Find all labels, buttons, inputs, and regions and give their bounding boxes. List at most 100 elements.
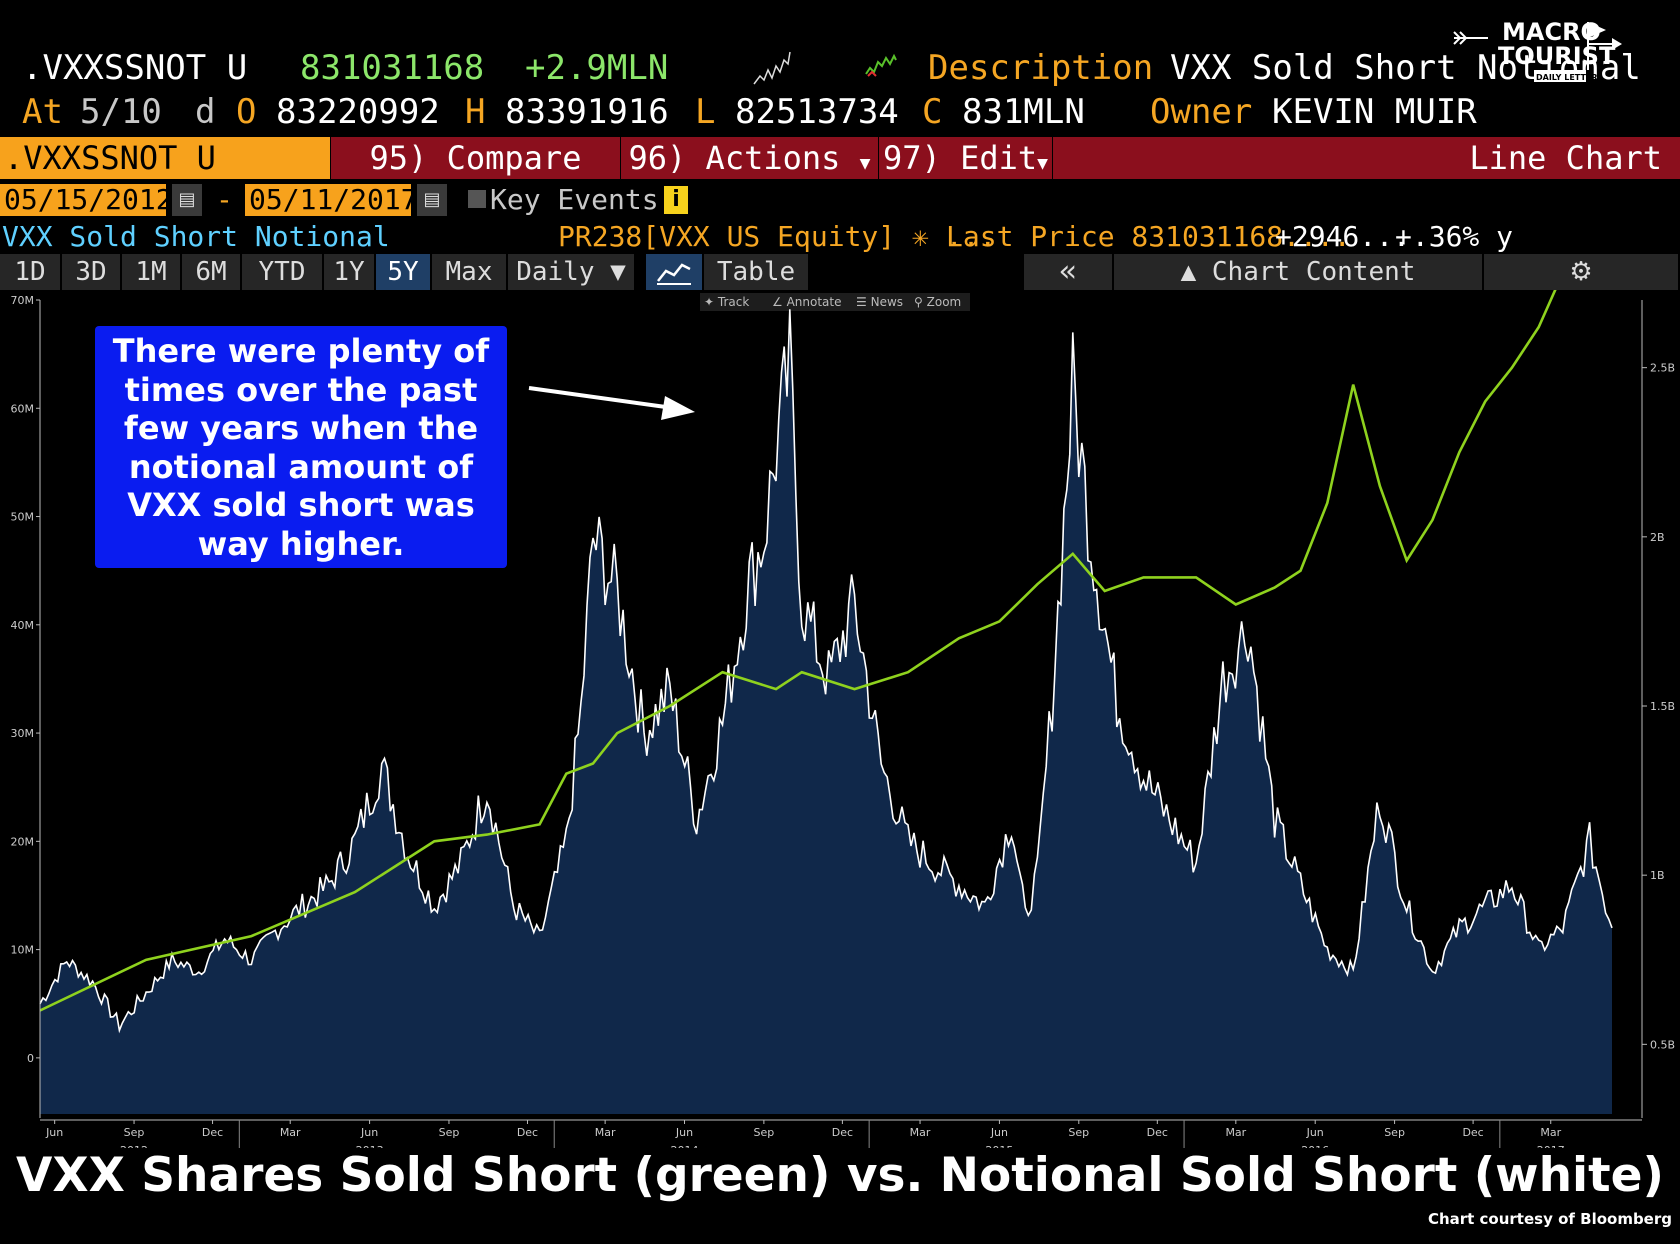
- notional-area: [40, 309, 1612, 1114]
- x-tick-label: Mar: [1540, 1126, 1561, 1139]
- open-label: O: [236, 92, 257, 132]
- chart-content-label: Chart Content: [1211, 257, 1416, 287]
- x-tick-label: Mar: [280, 1126, 301, 1139]
- credit-label: Chart courtesy of Bloomberg: [1427, 1210, 1672, 1228]
- owner-value: KEVIN MUIR: [1272, 92, 1477, 132]
- tab-1m[interactable]: 1M: [122, 254, 182, 290]
- sparkline-white-icon: [753, 51, 791, 85]
- x-tick-label: Mar: [910, 1126, 931, 1139]
- news-button[interactable]: ☰ News: [856, 293, 903, 311]
- x-tick-label: Jun: [360, 1126, 378, 1139]
- tab-6m[interactable]: 6M: [182, 254, 242, 290]
- index-label[interactable]: .VXXSSNOT U Index: [0, 137, 330, 219]
- logo-line3: DAILY LETTER: [1536, 73, 1598, 82]
- logo-line2: TOURIST: [1498, 42, 1616, 70]
- tab-ytd[interactable]: YTD: [242, 254, 324, 290]
- close-label: C: [922, 92, 943, 132]
- annotate-button[interactable]: ∠ Annotate: [772, 293, 842, 311]
- left-tick-label: 70M: [11, 294, 35, 307]
- chart-type-button[interactable]: Line Chart: [1052, 137, 1680, 179]
- x-tick-label: Dec: [517, 1126, 538, 1139]
- zoom-button[interactable]: ⚲ Zoom: [914, 293, 961, 311]
- calendar-icon[interactable]: ▤: [172, 184, 202, 216]
- legend-pct: +.36% y: [1395, 220, 1514, 253]
- left-tick-label: 60M: [11, 402, 35, 415]
- left-tick-label: 10M: [11, 944, 35, 957]
- tab-1y[interactable]: 1Y: [324, 254, 376, 290]
- chart-content-button[interactable]: ▲ Chart Content: [1114, 254, 1484, 290]
- collapse-icon[interactable]: «: [1024, 254, 1114, 290]
- key-events-checkbox[interactable]: [468, 190, 486, 208]
- year-label: 2016: [1301, 1144, 1329, 1148]
- chevron-down-icon: ▼: [859, 153, 871, 174]
- year-label: 2015: [985, 1144, 1013, 1148]
- settings-gear-icon[interactable]: ⚙: [1484, 254, 1680, 290]
- chart-area[interactable]: 0 10M 20M 30M 40M 50M 60M 70M 0.5B 1B 1.5B 2B 2.5B Ju…: [0, 290, 1680, 1148]
- year-label: 2017: [1537, 1144, 1565, 1148]
- sparkline-green-icon: [865, 53, 897, 77]
- series2-legend: PR238[VXX US Equity] ✳ ...: [558, 220, 997, 253]
- compare-button[interactable]: 95) Compare: [330, 137, 620, 179]
- shares-series-line: [39, 290, 1557, 1012]
- actions-button[interactable]: 96) Actions ▼: [620, 137, 878, 179]
- d-label: d: [195, 92, 216, 132]
- macro-tourist-logo: MACRO TOURIST DAILY LETTER: [1448, 8, 1624, 88]
- edit-label: 97) Edit: [883, 139, 1038, 177]
- close-value: 831MLN: [962, 92, 1085, 132]
- track-label: Track: [717, 295, 750, 309]
- owner-label: Owner: [1150, 92, 1253, 132]
- key-events-label: Key Events: [490, 183, 659, 216]
- annotate-label: Annotate: [786, 295, 842, 309]
- x-tick-label: Sep: [754, 1126, 775, 1139]
- bottom-title: VXX Shares Sold Short (green) vs. Notion…: [16, 1148, 1664, 1203]
- info-icon[interactable]: i: [664, 186, 688, 214]
- x-tick-label: Dec: [1147, 1126, 1168, 1139]
- annotate-icon: ∠: [772, 295, 783, 309]
- x-tick-label: Sep: [124, 1126, 145, 1139]
- tab-5y[interactable]: 5Y: [376, 254, 432, 290]
- left-tick-label: 0: [27, 1052, 34, 1065]
- description-label: Description: [928, 48, 1154, 88]
- left-tick-label: 30M: [11, 727, 35, 740]
- mini-toolbar: [700, 293, 970, 311]
- line-chart-view-icon[interactable]: [646, 254, 704, 290]
- right-tick-label: 2.5B: [1650, 362, 1675, 375]
- open-value: 83220992: [276, 92, 440, 132]
- x-tick-label: Jun: [990, 1126, 1008, 1139]
- legend-change: +2946...: [1275, 220, 1410, 253]
- actions-label: 96) Actions: [628, 139, 841, 177]
- callout-arrow-icon: [528, 386, 695, 420]
- ticker: .VXXSSNOT U: [22, 48, 248, 88]
- edit-button[interactable]: 97) Edit▼: [878, 137, 1052, 179]
- chart-content-icon: ▲: [1180, 257, 1197, 287]
- start-date-field[interactable]: 05/15/2012: [0, 184, 173, 216]
- notional-series-line: [39, 309, 1613, 1034]
- tab-1d[interactable]: 1D: [0, 254, 62, 290]
- chevron-down-icon: ▼: [1037, 153, 1048, 174]
- track-button[interactable]: ✦ Track: [704, 293, 749, 311]
- left-tick-label: 40M: [11, 619, 35, 632]
- low-label: L: [695, 92, 716, 132]
- tab-3d[interactable]: 3D: [62, 254, 122, 290]
- x-tick-label: Mar: [1225, 1126, 1246, 1139]
- tab-daily[interactable]: Daily ▼: [508, 254, 636, 290]
- high-value: 83391916: [505, 92, 669, 132]
- at-date: 5/10: [80, 92, 162, 132]
- end-date-field[interactable]: 05/11/2017: [245, 184, 418, 216]
- year-label: 2014: [671, 1144, 699, 1148]
- right-tick-label: 1.5B: [1650, 700, 1675, 713]
- date-separator: -: [216, 183, 233, 216]
- zoom-icon: ⚲: [914, 295, 923, 309]
- x-tick-label: Mar: [595, 1126, 616, 1139]
- tab-max[interactable]: Max: [432, 254, 508, 290]
- track-icon: ✦: [704, 295, 715, 309]
- logo-line1: MACRO: [1502, 18, 1601, 46]
- x-tick-label: Dec: [832, 1126, 853, 1139]
- x-tick-label: Sep: [1068, 1126, 1089, 1139]
- zoom-label: Zoom: [926, 295, 962, 309]
- tab-table[interactable]: Table: [704, 254, 810, 290]
- calendar-icon[interactable]: ▤: [417, 184, 447, 216]
- series1-legend: VXX Sold Short Notional: [2, 220, 390, 253]
- callout-box: There were plenty of times over the past…: [95, 326, 507, 568]
- at-label: At: [22, 92, 63, 132]
